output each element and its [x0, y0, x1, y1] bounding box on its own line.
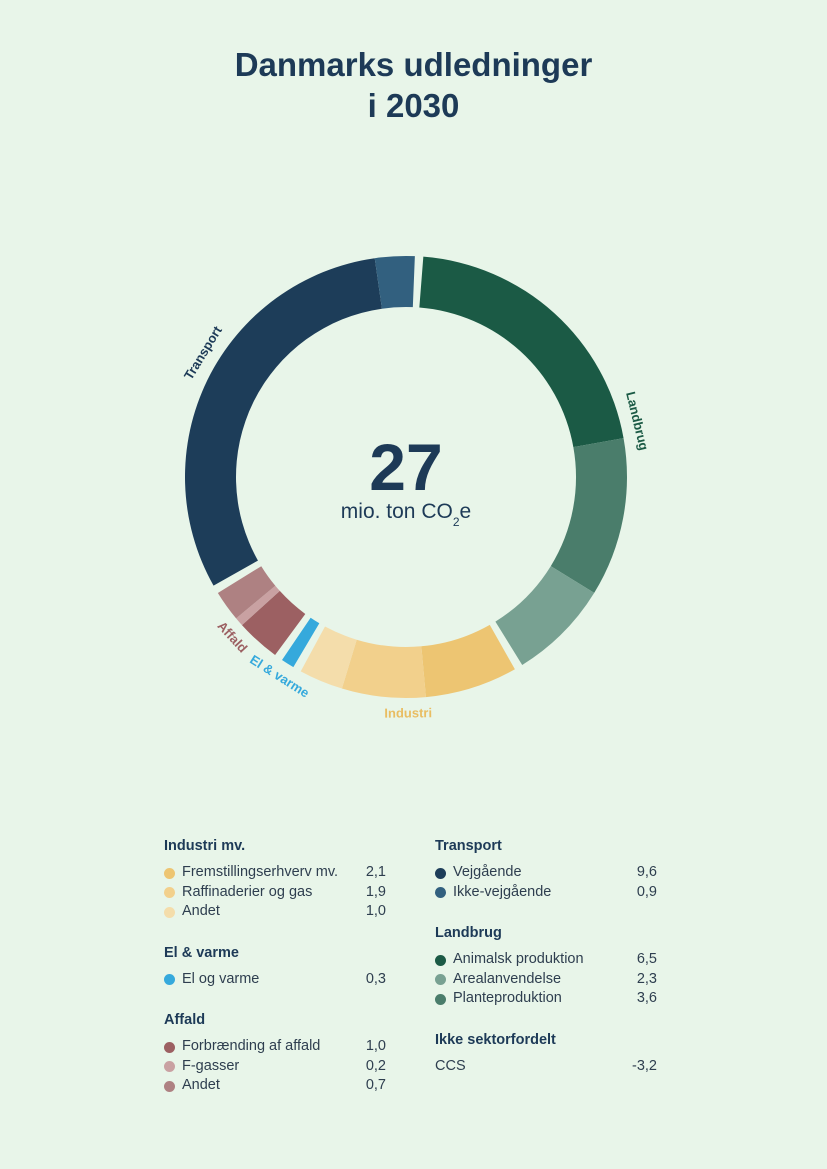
- center-value: 27: [369, 430, 442, 504]
- legend-row: CCS -3,2: [435, 1058, 665, 1078]
- legend-value: 0,7: [365, 1077, 386, 1093]
- legend-group-title: Ikke sektorfordelt: [435, 1031, 556, 1048]
- legend-label: Arealanvendelse: [453, 970, 562, 987]
- legend-label: Vejgående: [453, 864, 522, 880]
- legend-label: Raffinaderier og gas: [182, 883, 313, 900]
- center-unit-main: mio. ton CO: [341, 500, 453, 523]
- legend-label: Planteproduktion: [453, 990, 562, 1006]
- sector-label-industri: Industri: [384, 705, 432, 720]
- slice-industri-2: [300, 626, 357, 689]
- legend-right-column: Transport Vejgående 9,6 Ikke-vejgående 0,9 La…: [435, 838, 665, 1099]
- page-title: Danmarks udledninger i 2030: [0, 44, 827, 126]
- slice-landbrug-0: [419, 256, 624, 448]
- legend-dot-icon: [435, 954, 446, 966]
- legend-group-title: Industri mv.: [164, 838, 246, 854]
- slice-landbrug-2: [495, 566, 595, 665]
- legend-value: 0,9: [636, 883, 657, 900]
- legend-row: El og varme 0,3: [164, 971, 394, 991]
- legend-row: Forbrænding af affald 1,0: [164, 1038, 394, 1058]
- slice-landbrug-1: [550, 438, 627, 593]
- legend-value: 3,6: [636, 990, 657, 1006]
- legend-dot-icon: [164, 1041, 175, 1053]
- slice-affald-2: [217, 566, 276, 619]
- center-unit-tail: e: [460, 500, 472, 523]
- legend-label: F-gasser: [182, 1057, 240, 1074]
- legend-value: 1,9: [365, 883, 386, 900]
- legend-dot-icon: [164, 867, 175, 879]
- slice-el-varme-0: [282, 617, 320, 668]
- title-line-2: i 2030: [367, 87, 460, 124]
- legend-value: 1,0: [365, 1038, 386, 1054]
- legend-group-affald: Affald Forbrænding af affald 1,0 F-gasser 0,…: [164, 1012, 394, 1097]
- sector-label-el-varme: El & varme: [247, 652, 312, 701]
- legend-label: Andet: [182, 903, 220, 919]
- legend-group-title: Transport: [435, 838, 502, 854]
- legend-left-column: Industri mv. Fremstillingserhverv mv. 2,1 R…: [164, 838, 394, 1119]
- legend-row: Planteproduktion 3,6: [435, 990, 665, 1010]
- legend-label: El og varme: [182, 970, 260, 987]
- legend-value: -3,2: [632, 1057, 657, 1074]
- sector-label-landbrug: Landbrug: [623, 390, 652, 452]
- slice-industri-0: [421, 624, 515, 698]
- legend-group-title: Affald: [164, 1012, 206, 1028]
- legend-dot-icon: [435, 974, 446, 985]
- title-line-1: Danmarks udledninger: [234, 46, 593, 83]
- center-unit: mio. ton CO2e: [341, 500, 471, 529]
- legend-dot-icon: [435, 867, 446, 879]
- donut-slices: [184, 256, 627, 698]
- legend-value: 9,6: [636, 864, 657, 880]
- legend-dot-icon: [435, 993, 446, 1005]
- legend-group-landbrug: Landbrug Animalsk produktion 6,5 Arealanven…: [435, 925, 665, 1010]
- legend-label: CCS: [435, 1057, 466, 1074]
- slice-affald-1: [236, 585, 280, 626]
- slice-affald-0: [241, 590, 306, 656]
- legend-value: 0,2: [365, 1057, 386, 1074]
- legend-dot-icon: [164, 1061, 175, 1072]
- legend-value: 2,3: [636, 970, 657, 987]
- legend-value: 6,5: [636, 951, 657, 967]
- legend-label: Andet: [182, 1077, 220, 1093]
- legend-row: Ikke-vejgående 0,9: [435, 884, 665, 904]
- legend-row: Fremstillingserhverv mv. 2,1: [164, 864, 394, 884]
- legend-dot-icon: [435, 887, 446, 898]
- legend-row: Andet 0,7: [164, 1077, 394, 1097]
- legend-value: 2,1: [365, 864, 386, 880]
- center-unit-subscript: 2: [453, 515, 460, 529]
- legend-dot-icon: [164, 1080, 175, 1092]
- slice-industri-1: [341, 639, 426, 698]
- legend-dot-icon: [164, 887, 175, 898]
- slice-transport-0: [184, 258, 382, 586]
- legend-dot-icon: [164, 974, 175, 985]
- legend-value: 1,0: [365, 903, 386, 919]
- legend-label: Fremstillingserhverv mv.: [182, 864, 339, 880]
- legend-value: 0,3: [365, 970, 386, 987]
- legend-row: F-gasser 0,2: [164, 1058, 394, 1078]
- slice-transport-1: [374, 256, 415, 309]
- legend-row: Raffinaderier og gas 1,9: [164, 884, 394, 904]
- legend-row: Andet 1,0: [164, 903, 394, 923]
- legend-group-title: El & varme: [164, 944, 239, 961]
- legend-dot-icon: [164, 906, 175, 918]
- legend-group-transport: Transport Vejgående 9,6 Ikke-vejgående 0,9: [435, 838, 665, 903]
- legend-row: Animalsk produktion 6,5: [435, 951, 665, 971]
- legend-group-industri-mv-: Industri mv. Fremstillingserhverv mv. 2,1 R…: [164, 838, 394, 923]
- legend-group-el-varme: El & varme El og varme 0,3: [164, 945, 394, 991]
- legend-row: Vejgående 9,6: [435, 864, 665, 884]
- legend-label: Ikke-vejgående: [453, 883, 552, 900]
- legend-label: Animalsk produktion: [453, 951, 584, 967]
- legend-label: Forbrænding af affald: [182, 1038, 321, 1054]
- legend-group-title: Landbrug: [435, 925, 502, 941]
- legend-group-ikke-sektorfordelt: Ikke sektorfordelt CCS -3,2: [435, 1032, 665, 1078]
- legend-row: Arealanvendelse 2,3: [435, 971, 665, 991]
